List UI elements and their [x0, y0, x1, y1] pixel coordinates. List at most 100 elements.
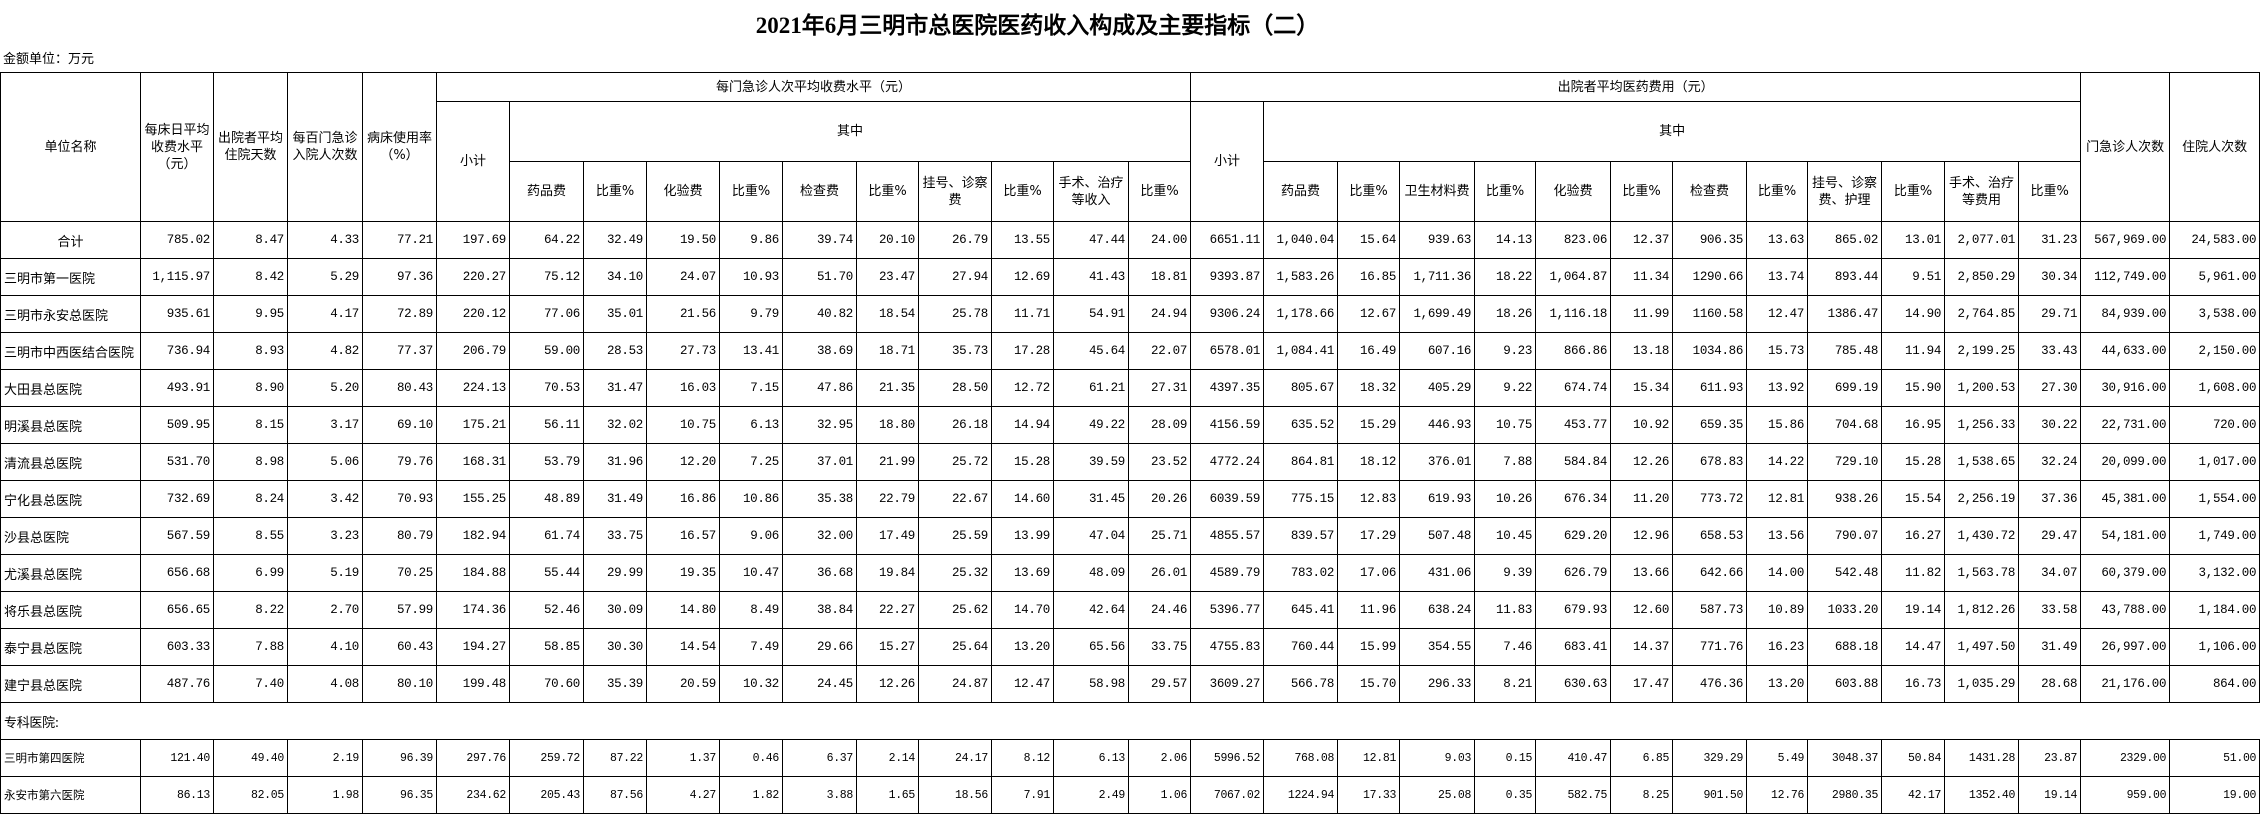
value-cell: 224.13 — [436, 369, 510, 407]
value-cell: 656.65 — [140, 591, 214, 629]
header-inpatient-sub: 比重% — [1610, 161, 1674, 222]
value-cell: 4397.35 — [1190, 369, 1265, 407]
value-cell: 5396.77 — [1190, 591, 1265, 629]
value-cell: 35.38 — [782, 480, 857, 518]
value-cell: 12.20 — [646, 443, 720, 481]
value-cell: 44,633.00 — [2080, 332, 2171, 370]
value-cell: 6.13 — [1053, 739, 1129, 777]
value-cell: 37.36 — [2018, 480, 2082, 518]
value-cell: 12.81 — [1746, 480, 1809, 518]
unit-name-cell: 永安市第六医院 — [0, 776, 141, 814]
header-outpatient-sub: 比重% — [583, 161, 647, 222]
value-cell: 14.60 — [991, 480, 1054, 518]
value-cell: 26.01 — [1127, 554, 1192, 592]
value-cell: 9.51 — [1881, 258, 1946, 296]
value-cell: 17.33 — [1337, 776, 1401, 814]
value-cell: 10.32 — [719, 665, 783, 703]
value-cell: 182.94 — [436, 517, 510, 555]
unit-name-cell: 三明市第一医院 — [0, 258, 141, 296]
value-cell: 0.46 — [719, 739, 783, 777]
value-cell: 582.75 — [1535, 776, 1612, 814]
value-cell: 645.41 — [1263, 591, 1339, 629]
table-row: 永安市第六医院 86.13 82.05 1.98 96.35 234.62 205.43 87… — [0, 776, 2260, 814]
value-cell: 21.99 — [856, 443, 919, 481]
header-inpatient-sub: 挂号、诊察费、护理 — [1807, 161, 1883, 222]
value-cell: 1,538.65 — [1944, 443, 2020, 481]
value-cell: 194.27 — [436, 628, 510, 666]
value-cell: 329.29 — [1672, 739, 1748, 777]
value-cell: 1.65 — [856, 776, 919, 814]
value-cell: 729.10 — [1807, 443, 1883, 481]
value-cell: 55.44 — [509, 554, 584, 592]
header-inpatient-sub: 手术、治疗等费用 — [1944, 161, 2020, 222]
value-cell: 699.19 — [1807, 369, 1883, 407]
header-inpatient-sub: 比重% — [1746, 161, 1809, 222]
value-cell: 9.03 — [1399, 739, 1476, 777]
value-cell: 87.56 — [583, 776, 647, 814]
value-cell: 2,077.01 — [1944, 221, 2020, 259]
value-cell: 1160.58 — [1672, 295, 1748, 333]
value-cell: 476.36 — [1672, 665, 1748, 703]
value-cell: 10.75 — [1474, 406, 1537, 444]
value-cell: 1034.86 — [1672, 332, 1748, 370]
value-cell: 542.48 — [1807, 554, 1883, 592]
value-cell: 864.81 — [1263, 443, 1339, 481]
value-cell: 16.03 — [646, 369, 720, 407]
value-cell: 23.47 — [856, 258, 919, 296]
value-cell: 4855.57 — [1190, 517, 1265, 555]
value-cell: 2.49 — [1053, 776, 1129, 814]
indicator-table: 单位名称 每床日平均收费水平（元） 出院者平均住院天数 每百门急诊入院人次数 病… — [0, 72, 2260, 814]
value-cell: 29.47 — [2018, 517, 2082, 555]
header-inpatient-sub: 比重% — [1881, 161, 1946, 222]
value-cell: 13.74 — [1746, 258, 1809, 296]
value-cell: 58.98 — [1053, 665, 1129, 703]
value-cell: 48.89 — [509, 480, 584, 518]
value-cell: 15.99 — [1337, 628, 1401, 666]
value-cell: 688.18 — [1807, 628, 1883, 666]
value-cell: 567,969.00 — [2080, 221, 2171, 259]
value-cell: 0.15 — [1474, 739, 1537, 777]
value-cell: 760.44 — [1263, 628, 1339, 666]
header-bed-day-fee: 每床日平均收费水平（元） — [140, 72, 214, 222]
value-cell: 13.99 — [991, 517, 1054, 555]
value-cell: 12.96 — [1610, 517, 1674, 555]
value-cell: 34.10 — [583, 258, 647, 296]
value-cell: 18.80 — [856, 406, 919, 444]
value-cell: 32.49 — [583, 221, 647, 259]
value-cell: 0.35 — [1474, 776, 1537, 814]
value-cell: 5.20 — [287, 369, 363, 407]
header-outpatient-sub: 挂号、诊察费 — [918, 161, 992, 222]
value-cell: 1033.20 — [1807, 591, 1883, 629]
value-cell: 40.82 — [782, 295, 857, 333]
value-cell: 771.76 — [1672, 628, 1748, 666]
value-cell: 629.20 — [1535, 517, 1612, 555]
value-cell: 2.14 — [856, 739, 919, 777]
value-cell: 28.50 — [918, 369, 992, 407]
value-cell: 15.28 — [991, 443, 1054, 481]
value-cell: 28.53 — [583, 332, 647, 370]
value-cell: 405.29 — [1399, 369, 1476, 407]
value-cell: 17.28 — [991, 332, 1054, 370]
value-cell: 11.99 — [1610, 295, 1674, 333]
value-cell: 893.44 — [1807, 258, 1883, 296]
value-cell: 14.94 — [991, 406, 1054, 444]
value-cell: 1352.40 — [1944, 776, 2020, 814]
table-row: 宁化县总医院 732.69 8.24 3.42 70.93 155.25 48.89 31.4… — [0, 480, 2260, 518]
value-cell: 97.36 — [362, 258, 437, 296]
value-cell: 33.58 — [2018, 591, 2082, 629]
value-cell: 8.21 — [1474, 665, 1537, 703]
value-cell: 26,997.00 — [2080, 628, 2171, 666]
value-cell: 79.76 — [362, 443, 437, 481]
value-cell: 22.67 — [918, 480, 992, 518]
value-cell: 59.00 — [509, 332, 584, 370]
value-cell: 11.96 — [1337, 591, 1401, 629]
value-cell: 768.08 — [1263, 739, 1339, 777]
value-cell: 3.88 — [782, 776, 857, 814]
value-cell: 45,381.00 — [2080, 480, 2171, 518]
value-cell: 84,939.00 — [2080, 295, 2171, 333]
value-cell: 1,699.49 — [1399, 295, 1476, 333]
value-cell: 567.59 — [140, 517, 214, 555]
value-cell: 12.47 — [991, 665, 1054, 703]
value-cell: 18.32 — [1337, 369, 1401, 407]
value-cell: 1.06 — [1127, 776, 1192, 814]
